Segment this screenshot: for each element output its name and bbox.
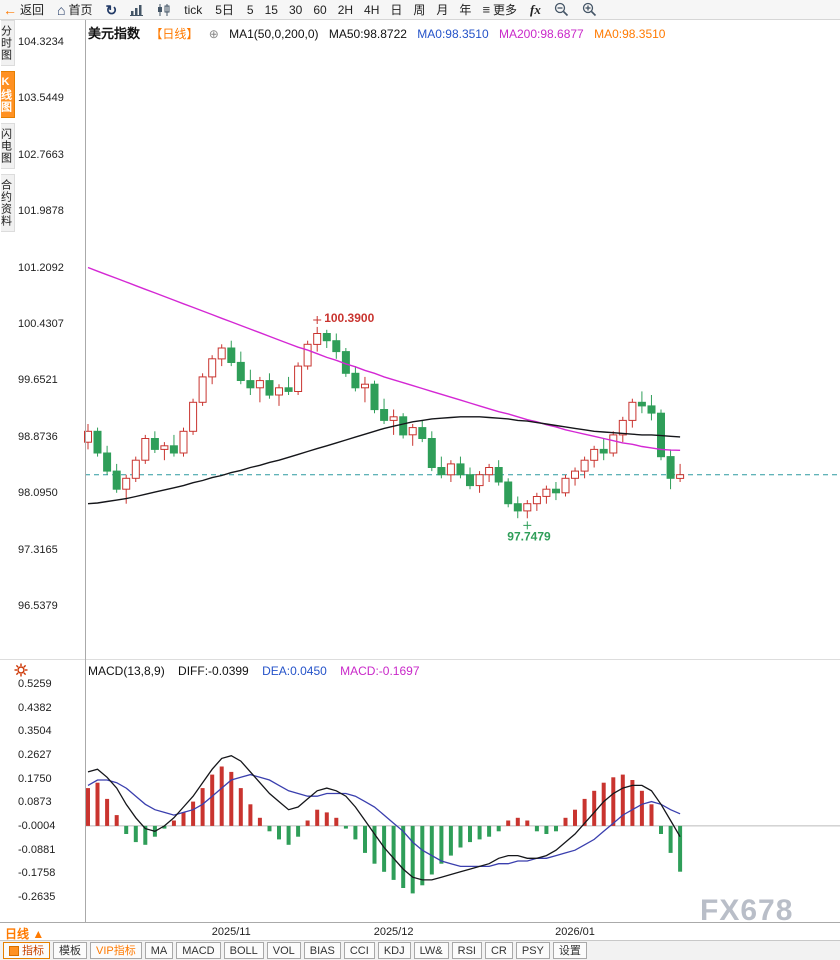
- period-15min-button[interactable]: 15: [264, 2, 278, 17]
- top-toolbar: ← 返回 ⌂ 首页 ↻ tick 5日 5 15 30 60 2H 4H 日 周…: [0, 0, 840, 20]
- period-tag: 【日线】: [150, 27, 199, 41]
- candlestick-series: [84, 326, 685, 519]
- bar-chart-icon: [130, 4, 144, 16]
- low-price-label: 97.7479: [507, 529, 551, 543]
- x-axis-line: [0, 922, 840, 923]
- period-2h-button[interactable]: 2H: [337, 2, 354, 17]
- pane-separator: [0, 659, 840, 660]
- zoom-out-icon: [554, 2, 568, 17]
- period-month-button[interactable]: 月: [436, 3, 449, 17]
- period-week-button[interactable]: 周: [413, 3, 426, 17]
- indicator-grid-icon: [9, 945, 19, 956]
- diff-line: [87, 755, 681, 881]
- sidebar-tab-kline[interactable]: K线图: [0, 71, 15, 118]
- indicator-expand-icon[interactable]: ⊕: [208, 27, 219, 41]
- period-year-button[interactable]: 年: [459, 3, 472, 17]
- tab-bias[interactable]: BIAS: [303, 942, 341, 959]
- macd-histogram: [86, 766, 683, 894]
- ma0-value-orange: MA0:98.3510: [594, 27, 666, 41]
- main-chart-plot[interactable]: 100.3900 97.7479: [0, 20, 840, 660]
- tab-vol[interactable]: VOL: [266, 942, 301, 959]
- macd-value: MACD:-0.1697: [340, 664, 420, 678]
- more-button[interactable]: ≡ 更多: [482, 1, 517, 18]
- period-5min-button[interactable]: 5: [246, 2, 254, 17]
- x-axis-tick: 2025/11: [211, 926, 251, 938]
- candlestick-view-button[interactable]: [157, 3, 171, 16]
- tab-ma[interactable]: MA: [144, 942, 174, 959]
- ma200-line: [87, 266, 681, 451]
- tab-lwr[interactable]: LW&: [413, 942, 449, 959]
- tab-macd[interactable]: MACD: [176, 942, 221, 959]
- zoom-in-button[interactable]: [582, 2, 597, 17]
- refresh-icon: ↻: [105, 1, 118, 18]
- ma0-value-blue: MA0:98.3510: [417, 27, 489, 41]
- ma50-value: MA50:98.8722: [328, 27, 407, 41]
- period-4h-button[interactable]: 4H: [364, 2, 380, 17]
- tab-psy[interactable]: PSY: [515, 942, 550, 959]
- tab-cr[interactable]: CR: [484, 942, 513, 959]
- back-label: 返回: [20, 3, 45, 17]
- indicator-settings-icon[interactable]: [14, 663, 28, 682]
- home-label: 首页: [68, 3, 93, 17]
- high-marker: [313, 315, 322, 324]
- period-tick-button[interactable]: tick: [184, 2, 203, 17]
- period-60min-button[interactable]: 60: [313, 2, 327, 17]
- watermark: FX678: [700, 894, 794, 927]
- sidebar-tab-time-share[interactable]: 分时图: [0, 20, 15, 66]
- ma-settings-label: MA1(50,0,200,0): [229, 27, 319, 41]
- macd-dea-value: DEA:0.0450: [262, 664, 327, 678]
- macd-title: MACD(13,8,9): [88, 664, 165, 678]
- more-label: 更多: [493, 3, 518, 17]
- back-button[interactable]: ← 返回: [3, 1, 44, 18]
- tab-indicator[interactable]: 指标: [3, 942, 50, 959]
- tab-rsi[interactable]: RSI: [451, 942, 482, 959]
- left-sidebar: 分时图 K线图 闪电图 合约资料: [0, 20, 15, 232]
- x-axis-tick: 2025/12: [373, 926, 414, 938]
- zoom-in-icon: [582, 2, 596, 17]
- home-icon: ⌂: [57, 1, 66, 18]
- sidebar-tab-contract-info[interactable]: 合约资料: [0, 174, 15, 232]
- dea-line: [87, 773, 681, 868]
- ma50-line: [87, 416, 681, 505]
- high-price-label: 100.3900: [324, 311, 374, 325]
- home-button[interactable]: ⌂ 首页: [57, 1, 92, 18]
- tab-boll[interactable]: BOLL: [223, 942, 264, 959]
- sidebar-tab-lightning[interactable]: 闪电图: [0, 123, 15, 169]
- formula-button[interactable]: fx: [530, 2, 541, 18]
- macd-header: MACD(13,8,9) DIFF:-0.0399 DEA:0.0450 MAC…: [88, 664, 430, 678]
- period-30min-button[interactable]: 30: [288, 2, 303, 17]
- bar-chart-view-button[interactable]: [130, 4, 144, 16]
- main-chart-header: 美元指数 【日线】 ⊕ MA1(50,0,200,0) MA50:98.8722…: [88, 23, 672, 42]
- y-axis-line: [85, 20, 86, 922]
- low-marker: [523, 521, 532, 530]
- tab-template[interactable]: 模板: [53, 942, 87, 959]
- refresh-button[interactable]: ↻: [106, 3, 118, 17]
- macd-diff-value: DIFF:-0.0399: [178, 664, 249, 678]
- x-axis-tick: 2026/01: [555, 926, 595, 938]
- zoom-out-button[interactable]: [554, 2, 569, 17]
- fx-icon: fx: [530, 1, 541, 17]
- back-icon: ←: [3, 1, 17, 18]
- period-day-button[interactable]: 日: [390, 3, 403, 17]
- bottom-toolbar: 指标 模板 VIP指标 MA MACD BOLL VOL BIAS CCI KD…: [0, 940, 840, 960]
- tab-settings[interactable]: 设置: [552, 942, 587, 959]
- period-5day-button[interactable]: 5日: [215, 3, 234, 17]
- tab-indicator-label: 指标: [22, 944, 44, 957]
- symbol-name: 美元指数: [88, 26, 141, 41]
- ma200-value: MA200:98.6877: [499, 27, 584, 41]
- tab-cci[interactable]: CCI: [343, 942, 375, 959]
- macd-plot[interactable]: [0, 660, 840, 922]
- kline-period-selector[interactable]: 日线 ▲: [5, 927, 45, 941]
- menu-icon: ≡: [482, 2, 491, 17]
- candlestick-icon: [158, 3, 170, 16]
- tab-kdj[interactable]: KDJ: [377, 942, 411, 959]
- tab-vip-indicator[interactable]: VIP指标: [90, 942, 142, 959]
